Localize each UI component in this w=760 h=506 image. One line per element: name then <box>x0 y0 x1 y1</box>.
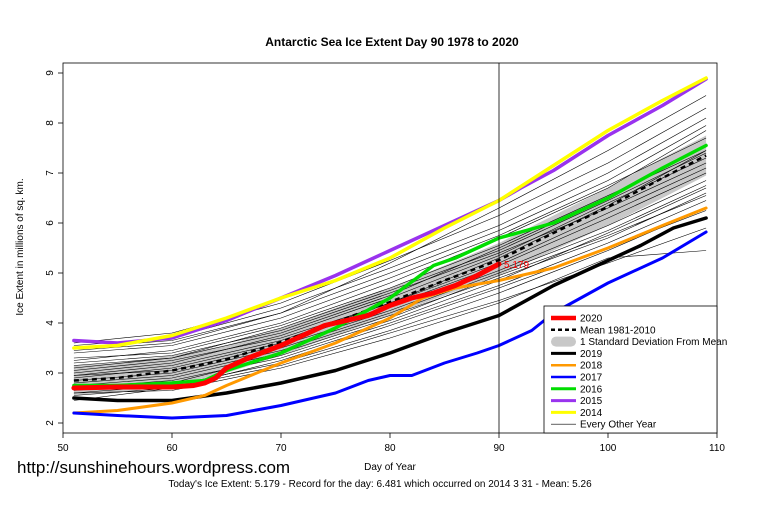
other-year-line-10 <box>73 150 707 359</box>
legend-label-2018: 2018 <box>580 361 603 372</box>
other-year-line-20 <box>73 152 707 366</box>
y-tick-label-4: 4 <box>45 320 56 326</box>
other-year-line-21 <box>73 95 707 349</box>
other-year-line-5 <box>73 180 707 376</box>
x-tick-label-70: 70 <box>275 443 287 454</box>
x-tick-label-100: 100 <box>600 443 617 454</box>
series-line-2016 <box>72 143 708 388</box>
series-line-mean-1981-2010 <box>73 154 707 382</box>
other-year-line-18 <box>73 130 707 361</box>
plot-inner <box>71 63 708 433</box>
y-tick-label-2: 2 <box>45 420 56 426</box>
series-line-2019 <box>72 216 708 403</box>
plot-area: 5.179 <box>71 63 708 433</box>
footer-stats: Today's Ice Extent: 5.179 - Record for t… <box>168 479 592 490</box>
series-line-2018 <box>72 206 708 415</box>
axes: 50 60 70 80 90 100 110 2 3 4 5 6 7 8 9 <box>45 62 725 454</box>
watermark-url: http://sunshinehours.wordpress.com <box>17 458 291 477</box>
series-line-2015 <box>72 77 708 345</box>
legend-label-2014: 2014 <box>580 408 603 419</box>
legend-label-2017: 2017 <box>580 373 603 384</box>
other-year-line-12 <box>73 107 707 344</box>
x-tick-label-60: 60 <box>166 443 178 454</box>
legend-label-2015: 2015 <box>580 396 603 407</box>
x-tick-label-50: 50 <box>57 443 69 454</box>
chart-title: Antarctic Sea Ice Extent Day 90 1978 to … <box>265 35 519 49</box>
legend-label-every-other-year: Every Other Year <box>580 420 657 431</box>
other-year-line-7 <box>73 200 707 389</box>
x-tick-label-90: 90 <box>493 443 505 454</box>
x-axis-label: Day of Year <box>364 462 416 473</box>
y-tick-label-8: 8 <box>45 120 56 126</box>
legend-label-2020: 2020 <box>580 314 603 325</box>
series-line-2014 <box>72 76 708 350</box>
std-band <box>73 135 707 396</box>
y-tick-label-3: 3 <box>45 370 56 376</box>
y-tick-label-7: 7 <box>45 170 56 176</box>
series-line-2017 <box>72 230 708 420</box>
y-tick-label-6: 6 <box>45 220 56 226</box>
other-year-line-1 <box>73 192 707 384</box>
other-year-line-4 <box>73 162 707 364</box>
legend-label-2019: 2019 <box>580 349 603 360</box>
x-tick-label-80: 80 <box>384 443 396 454</box>
x-tick-label-110: 110 <box>709 443 725 454</box>
other-year-line-13 <box>73 185 707 381</box>
y-axis-label: Ice Extent in millions of sq. km. <box>15 178 26 315</box>
legend-label-2016: 2016 <box>580 384 603 395</box>
y-tick-label-5: 5 <box>45 270 56 276</box>
other-year-line-16 <box>73 125 707 351</box>
y-tick-label-9: 9 <box>45 70 56 76</box>
legend-label-mean-1981-2010: Mean 1981-2010 <box>580 325 656 336</box>
legend-swatch-1-standard-deviation-from-mean <box>551 336 576 347</box>
current-value-label: 5.179 <box>504 260 529 271</box>
legend-label-1-standard-deviation-from-mean: 1 Standard Deviation From Mean <box>580 337 727 348</box>
series-line-2020 <box>71 261 502 391</box>
other-year-line-2 <box>73 137 707 354</box>
other-year-line-23 <box>73 250 707 394</box>
